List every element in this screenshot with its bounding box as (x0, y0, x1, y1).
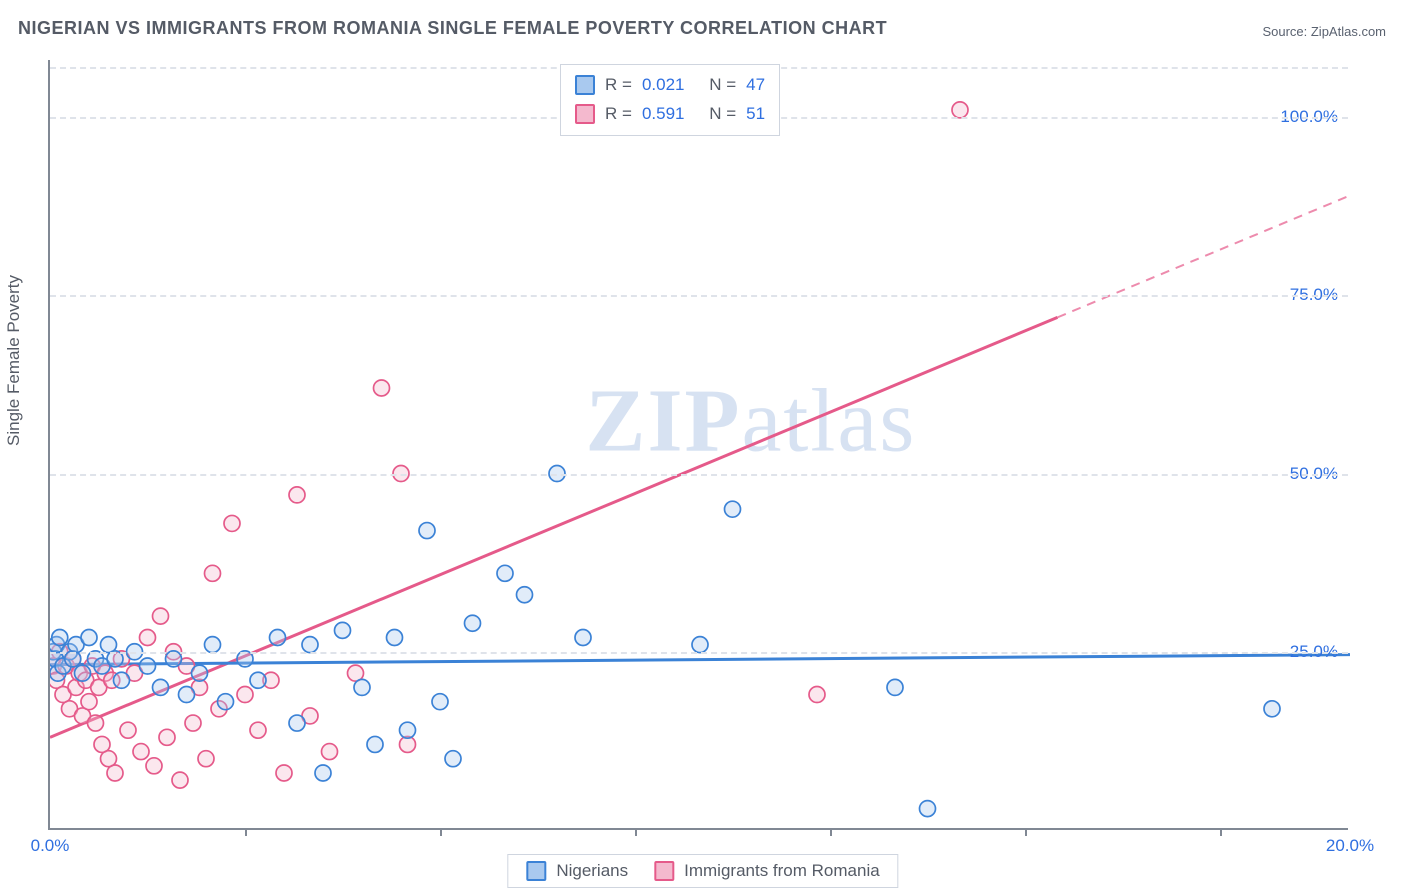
gridline (50, 474, 1348, 476)
stats-row-romania: R = 0.591 N = 51 (575, 100, 765, 129)
data-point (497, 565, 513, 581)
x-minor-tick (1220, 828, 1222, 836)
y-axis-label: Single Female Poverty (4, 275, 24, 446)
data-point (335, 622, 351, 638)
data-point (367, 736, 383, 752)
data-point (387, 630, 403, 646)
data-point (289, 487, 305, 503)
data-point (198, 751, 214, 767)
data-point (575, 630, 591, 646)
n-value-nigerians: 47 (746, 71, 765, 100)
data-point (159, 729, 175, 745)
data-point (107, 765, 123, 781)
data-point (692, 637, 708, 653)
data-point (419, 523, 435, 539)
data-point (517, 587, 533, 603)
legend-label-nigerians: Nigerians (556, 861, 628, 881)
swatch-nigerians (575, 75, 595, 95)
data-point (120, 722, 136, 738)
legend-item-nigerians: Nigerians (526, 861, 628, 881)
data-point (133, 744, 149, 760)
data-point (445, 751, 461, 767)
swatch-romania (575, 104, 595, 124)
stats-legend-box: R = 0.021 N = 47 R = 0.591 N = 51 (560, 64, 780, 136)
data-point (250, 672, 266, 688)
data-point (179, 687, 195, 703)
data-point (224, 515, 240, 531)
x-tick-label: 20.0% (1326, 836, 1374, 856)
n-value-romania: 51 (746, 100, 765, 129)
data-point (1264, 701, 1280, 717)
data-point (153, 679, 169, 695)
legend-bottom: Nigerians Immigrants from Romania (507, 854, 898, 888)
data-point (81, 630, 97, 646)
data-point (114, 672, 130, 688)
data-point (315, 765, 331, 781)
data-point (809, 687, 825, 703)
stats-row-nigerians: R = 0.021 N = 47 (575, 71, 765, 100)
legend-label-romania: Immigrants from Romania (684, 861, 880, 881)
data-point (185, 715, 201, 731)
data-point (140, 630, 156, 646)
gridline (50, 295, 1348, 297)
data-point (52, 630, 68, 646)
data-point (465, 615, 481, 631)
data-point (354, 679, 370, 695)
x-minor-tick (635, 828, 637, 836)
data-point (172, 772, 188, 788)
data-point (218, 694, 234, 710)
data-point (205, 637, 221, 653)
data-point (725, 501, 741, 517)
data-point (952, 102, 968, 118)
x-minor-tick (440, 828, 442, 836)
data-point (289, 715, 305, 731)
chart-title: NIGERIAN VS IMMIGRANTS FROM ROMANIA SING… (18, 18, 887, 39)
source-attribution: Source: ZipAtlas.com (1262, 24, 1386, 39)
data-point (75, 665, 91, 681)
x-minor-tick (1025, 828, 1027, 836)
data-point (205, 565, 221, 581)
chart-container: NIGERIAN VS IMMIGRANTS FROM ROMANIA SING… (0, 0, 1406, 892)
legend-item-romania: Immigrants from Romania (654, 861, 880, 881)
data-point (237, 687, 253, 703)
data-point (920, 801, 936, 817)
data-point (276, 765, 292, 781)
data-point (88, 715, 104, 731)
data-point (322, 744, 338, 760)
data-point (887, 679, 903, 695)
data-point (153, 608, 169, 624)
r-value-nigerians: 0.021 (642, 71, 685, 100)
data-point (192, 665, 208, 681)
data-point (432, 694, 448, 710)
data-point (400, 722, 416, 738)
data-point (140, 658, 156, 674)
gridline (50, 652, 1348, 654)
data-point (302, 637, 318, 653)
swatch-romania-icon (654, 861, 674, 881)
data-point (374, 380, 390, 396)
r-value-romania: 0.591 (642, 100, 685, 129)
data-point (146, 758, 162, 774)
data-point (81, 694, 97, 710)
plot-area: ZIPatlas 25.0%50.0%75.0%100.0% 0.0%20.0% (48, 60, 1348, 830)
data-point (250, 722, 266, 738)
x-minor-tick (245, 828, 247, 836)
x-minor-tick (830, 828, 832, 836)
data-point (270, 630, 286, 646)
x-tick-label: 0.0% (31, 836, 70, 856)
swatch-nigerians-icon (526, 861, 546, 881)
scatter-svg (50, 60, 1350, 830)
